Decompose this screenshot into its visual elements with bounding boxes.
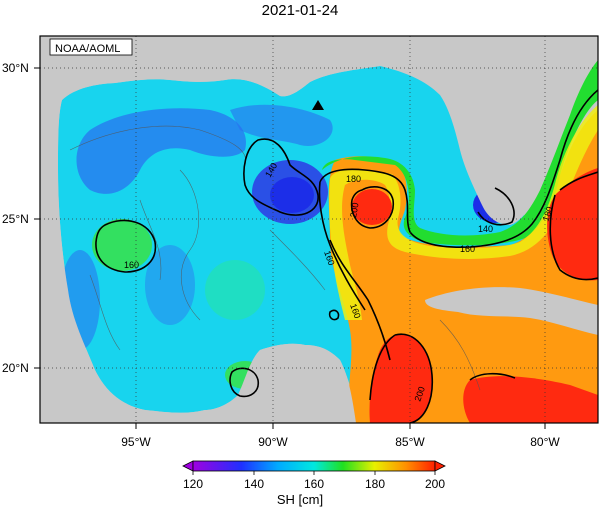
lat-label: 20°N — [2, 361, 29, 375]
graticule — [40, 36, 598, 423]
contour-label: 160 — [322, 249, 337, 267]
lon-label: 85°W — [395, 435, 425, 449]
credit-text: NOAA/AOML — [55, 43, 120, 55]
transition-band — [329, 105, 598, 320]
warm-core-east — [547, 168, 598, 281]
contour-label: 140 — [478, 224, 493, 234]
green-eddy-west — [92, 219, 152, 271]
colorbar-tick: 160 — [304, 477, 324, 491]
warm-core-southeast — [463, 376, 598, 423]
colorbar-tick: 180 — [365, 477, 385, 491]
lon-label: 80°W — [530, 435, 560, 449]
contour-label: 200 — [348, 202, 360, 219]
contour-label: 160 — [124, 260, 139, 270]
lat-label: 25°N — [2, 212, 29, 226]
us-gulf-coast — [40, 36, 380, 170]
colorbar-tick: 200 — [425, 477, 445, 491]
triangle-marker — [312, 100, 324, 110]
cuba-land — [425, 287, 598, 335]
contour-labels: 140 140 160 160 160 160 180 180 200 200 — [124, 161, 555, 403]
colorbar-label: SH [cm] — [276, 492, 324, 507]
contour-label: 200 — [412, 385, 427, 403]
warm-eddy — [352, 189, 392, 225]
axis-ticks — [34, 67, 546, 429]
lat-label: 30°N — [2, 61, 29, 75]
contour-label: 180 — [540, 205, 555, 223]
contour-label: 180 — [346, 174, 361, 184]
warm-core-south — [369, 334, 433, 423]
map-frame — [39, 35, 599, 424]
thick-contours — [95, 89, 598, 423]
lon-label: 95°W — [121, 435, 151, 449]
colorbar-tick: 120 — [183, 477, 203, 491]
map-title: 2021-01-24 — [261, 2, 339, 19]
florida-land — [380, 36, 598, 225]
colorbar-tick: 140 — [244, 477, 264, 491]
map-canvas: 140 140 160 160 160 160 180 180 200 200 — [40, 36, 598, 423]
credit-box — [49, 38, 133, 56]
contour-label: 160 — [348, 302, 363, 320]
colorbar: 120 140 160 180 200 — [182, 460, 446, 491]
lon-label: 90°W — [258, 435, 288, 449]
thin-contours — [69, 125, 481, 391]
mexico-land — [40, 170, 356, 423]
contour-label: 160 — [460, 244, 475, 254]
